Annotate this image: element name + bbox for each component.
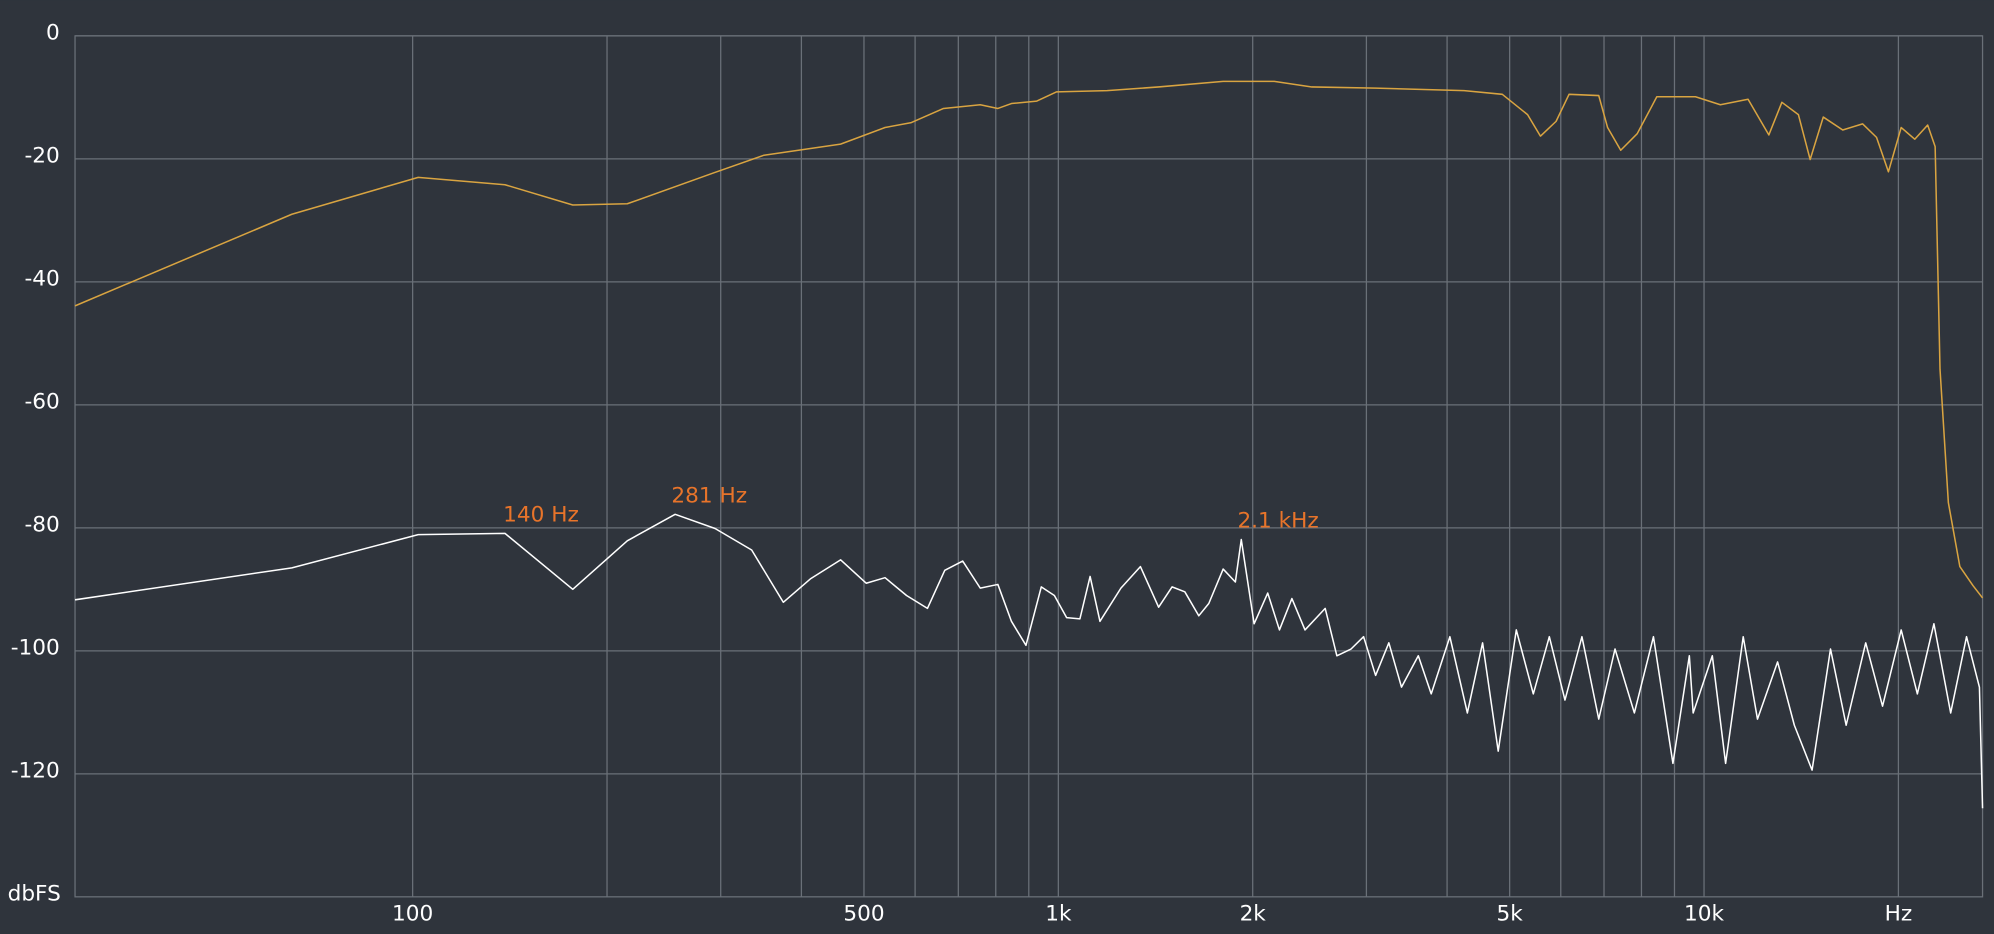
y-tick-label: -40	[24, 266, 59, 291]
y-tick-label: -120	[11, 758, 60, 783]
peak-annotation: 2.1 kHz	[1237, 509, 1318, 534]
x-tick-label: 500	[843, 902, 884, 927]
x-tick-label: 10k	[1684, 902, 1724, 927]
plot-frame	[74, 35, 1984, 898]
x-tick-label: 2k	[1240, 902, 1267, 927]
y-tick-label: -100	[11, 635, 60, 660]
y-tick-label: -20	[24, 143, 59, 168]
peak-annotation: 281 Hz	[671, 484, 747, 509]
y-tick-label: -60	[24, 389, 59, 414]
y-axis-label: dbFS	[8, 881, 61, 906]
x-tick-label: 1k	[1045, 902, 1072, 927]
y-tick-label: -80	[24, 512, 59, 537]
peak-annotation: 140 Hz	[503, 503, 579, 528]
x-tick-label: Hz	[1885, 902, 1913, 927]
x-tick-label: 100	[392, 902, 433, 927]
spectrum-line	[74, 513, 1984, 809]
y-tick-label: 0	[46, 20, 60, 45]
x-tick-label: 5k	[1497, 902, 1524, 927]
spectrum-line	[74, 80, 1984, 599]
